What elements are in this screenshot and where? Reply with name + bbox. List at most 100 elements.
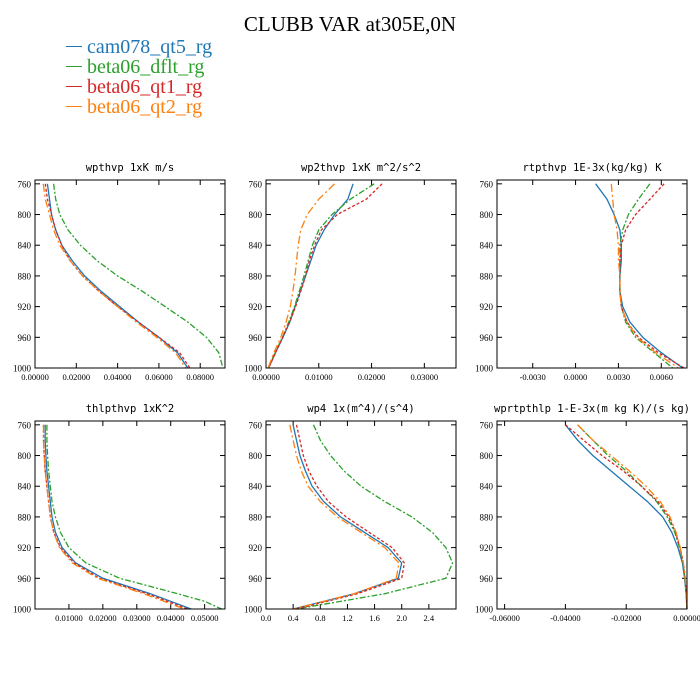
plot-frame <box>34 420 226 610</box>
legend-entry: beta06_qt1_rg <box>66 77 212 97</box>
x-tick-label: 0.08000 <box>186 372 214 382</box>
legend-label: beta06_qt2_rg <box>87 96 203 118</box>
x-tick-label: 0.8 <box>315 613 326 623</box>
series-line <box>289 424 400 610</box>
y-tick-label: 1000 <box>475 605 494 615</box>
panel-title: wprtpthlp 1-E-3x(m kg K)/(s kg) <box>494 403 690 415</box>
series-line <box>52 183 224 369</box>
series-line <box>619 183 685 369</box>
series-line <box>46 424 222 610</box>
y-tick-label: 840 <box>18 482 32 492</box>
y-tick-label: 1000 <box>13 605 32 615</box>
y-tick-label: 800 <box>480 210 494 220</box>
legend-swatch <box>66 105 82 107</box>
x-tick-label: -0.04000 <box>550 613 580 623</box>
y-tick-label: 800 <box>18 210 32 220</box>
panel-title: wpthvp 1xK m/s <box>86 162 175 174</box>
y-tick-label: 960 <box>18 333 32 343</box>
y-tick-label: 800 <box>249 451 263 461</box>
x-tick-label: 0.05000 <box>191 613 219 623</box>
x-tick-label: 0.04000 <box>104 372 132 382</box>
plot-frame <box>265 179 457 369</box>
y-tick-label: 1000 <box>13 364 32 374</box>
y-tick-label: 880 <box>249 512 263 522</box>
x-tick-label: 0.01000 <box>55 613 83 623</box>
y-tick-label: 1000 <box>475 364 494 374</box>
chart-panel: wp4 1x(m^4)/(s^4)76080084088092096010000… <box>244 403 457 623</box>
y-tick-label: 960 <box>249 333 263 343</box>
plot-frame <box>265 420 457 610</box>
series-line <box>42 424 188 610</box>
x-tick-label: 0.06000 <box>145 372 173 382</box>
y-tick-label: 880 <box>18 512 32 522</box>
series-line <box>577 424 688 610</box>
y-tick-label: 880 <box>249 271 263 281</box>
legend-label: cam078_qt5_rg <box>87 36 213 58</box>
plot-frame <box>34 179 226 369</box>
y-tick-label: 800 <box>480 451 494 461</box>
y-tick-label: 960 <box>249 574 263 584</box>
legend-entry: beta06_qt2_rg <box>66 97 212 117</box>
x-tick-label: 0.02000 <box>62 372 90 382</box>
series-line <box>610 183 679 369</box>
y-tick-label: 960 <box>480 333 494 343</box>
series-line <box>296 424 454 610</box>
y-tick-label: 960 <box>18 574 32 584</box>
series-line <box>44 424 192 610</box>
y-tick-label: 840 <box>480 241 494 251</box>
y-tick-label: 760 <box>18 420 32 430</box>
x-tick-label: 1.2 <box>342 613 353 623</box>
series-line <box>564 424 688 610</box>
plot-frame <box>496 179 688 369</box>
y-tick-label: 1000 <box>244 605 263 615</box>
legend-swatch <box>66 85 82 87</box>
x-tick-label: -0.0030 <box>520 372 546 382</box>
y-tick-label: 760 <box>249 179 263 189</box>
y-tick-label: 1000 <box>244 364 263 374</box>
page-title: CLUBB VAR at305E,0N <box>243 12 457 36</box>
y-tick-label: 760 <box>249 420 263 430</box>
series-line <box>268 183 383 369</box>
legend: cam078_qt5_rg beta06_dflt_rg beta06_qt1_… <box>66 37 212 117</box>
x-tick-label: 0.03000 <box>123 613 151 623</box>
plot-frame <box>496 420 688 610</box>
x-tick-label: 0.00000 <box>252 372 280 382</box>
legend-label: beta06_dflt_rg <box>87 56 205 78</box>
x-tick-label: 1.6 <box>369 613 380 623</box>
y-tick-label: 760 <box>18 179 32 189</box>
x-tick-label: 0.04000 <box>157 613 185 623</box>
y-tick-label: 960 <box>480 574 494 584</box>
y-tick-label: 840 <box>18 241 32 251</box>
series-line <box>295 424 406 610</box>
legend-entry: beta06_dflt_rg <box>66 57 212 77</box>
x-tick-label: 0.01000 <box>305 372 333 382</box>
y-tick-label: 840 <box>480 482 494 492</box>
panel-title: wp2thvp 1xK m^2/s^2 <box>301 162 421 174</box>
series-line <box>42 183 187 369</box>
y-tick-label: 760 <box>480 179 494 189</box>
y-tick-label: 880 <box>480 271 494 281</box>
chart-panel: rtpthvp 1E-3x(kg/kg) K 760 800 840 880 920 960… <box>475 162 688 382</box>
x-tick-label: 0.02000 <box>89 613 117 623</box>
series-line <box>267 183 336 369</box>
y-tick-label: 880 <box>480 512 494 522</box>
legend-label: beta06_qt1_rg <box>87 76 203 98</box>
series-line <box>564 424 688 610</box>
y-tick-label: 840 <box>249 482 263 492</box>
x-tick-label: -0.06000 <box>489 613 519 623</box>
x-tick-label: 0.4 <box>288 613 299 623</box>
panel-title: wp4 1x(m^4)/(s^4) <box>307 403 414 415</box>
y-tick-label: 800 <box>18 451 32 461</box>
chart-panel: wpthvp 1xK m/s 760 800 840 880 920 960 10000.00… <box>13 162 226 382</box>
panel-title: thlpthvp 1xK^2 <box>86 403 175 415</box>
legend-swatch <box>66 65 82 67</box>
series-line <box>42 424 185 610</box>
x-tick-label: 0.02000 <box>358 372 386 382</box>
series-line <box>267 183 375 369</box>
chart-panel: wp2thvp 1xK m^2/s^2 760 800 840 880 920 960 100… <box>244 162 457 382</box>
panel-title: rtpthvp 1E-3x(kg/kg) K <box>522 162 662 174</box>
x-tick-label: 0.00000 <box>673 613 700 623</box>
y-tick-label: 920 <box>18 302 32 312</box>
y-tick-label: 840 <box>249 241 263 251</box>
